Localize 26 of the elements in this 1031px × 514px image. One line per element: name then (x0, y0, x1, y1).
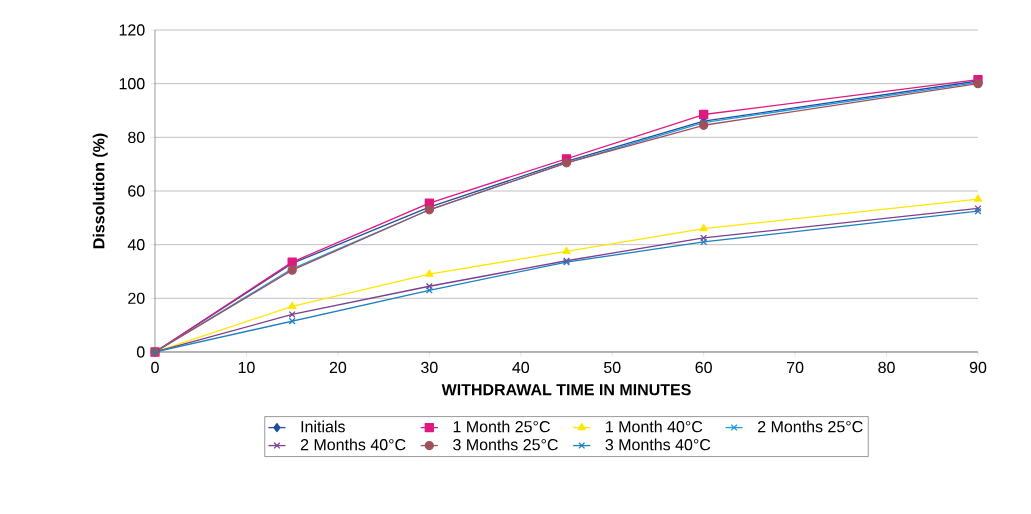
y-tick-label: 80 (128, 131, 145, 143)
legend-label: Initials (301, 420, 345, 433)
legend-label: 1 Month 25°C (453, 420, 550, 433)
legend-label: 1 Month 40°C (606, 420, 703, 433)
y-tick-label: 20 (128, 292, 145, 304)
y-axis-title: Dissolution (%) (92, 133, 108, 249)
x-tick-label: 90 (969, 361, 987, 374)
x-tick-label: 50 (603, 361, 621, 374)
y-tick-label: 40 (127, 239, 145, 251)
legend-label: 3 Months 40°C (605, 438, 711, 451)
legend-label: 2 Months 40°C (300, 438, 406, 451)
x-tick-label: 40 (512, 361, 530, 374)
legend-label: 2 Months 25°C (758, 420, 863, 433)
x-tick-label: 80 (878, 361, 895, 374)
y-tick-label: 60 (128, 185, 145, 197)
x-axis-title: WITHDRAWAL TIME IN MINUTES (441, 383, 691, 396)
legend-label: 3 Months 25°C (453, 438, 558, 451)
y-tick-label: 120 (119, 24, 145, 36)
y-tick-label: 0 (136, 346, 145, 358)
x-tick-label: 60 (695, 361, 712, 374)
x-tick-label: 0 (151, 361, 159, 374)
x-tick-label: 30 (421, 361, 438, 374)
x-tick-label: 20 (329, 361, 347, 374)
y-tick-label: 100 (119, 78, 145, 90)
x-tick-label: 10 (238, 361, 255, 374)
x-tick-label: 70 (787, 361, 804, 374)
